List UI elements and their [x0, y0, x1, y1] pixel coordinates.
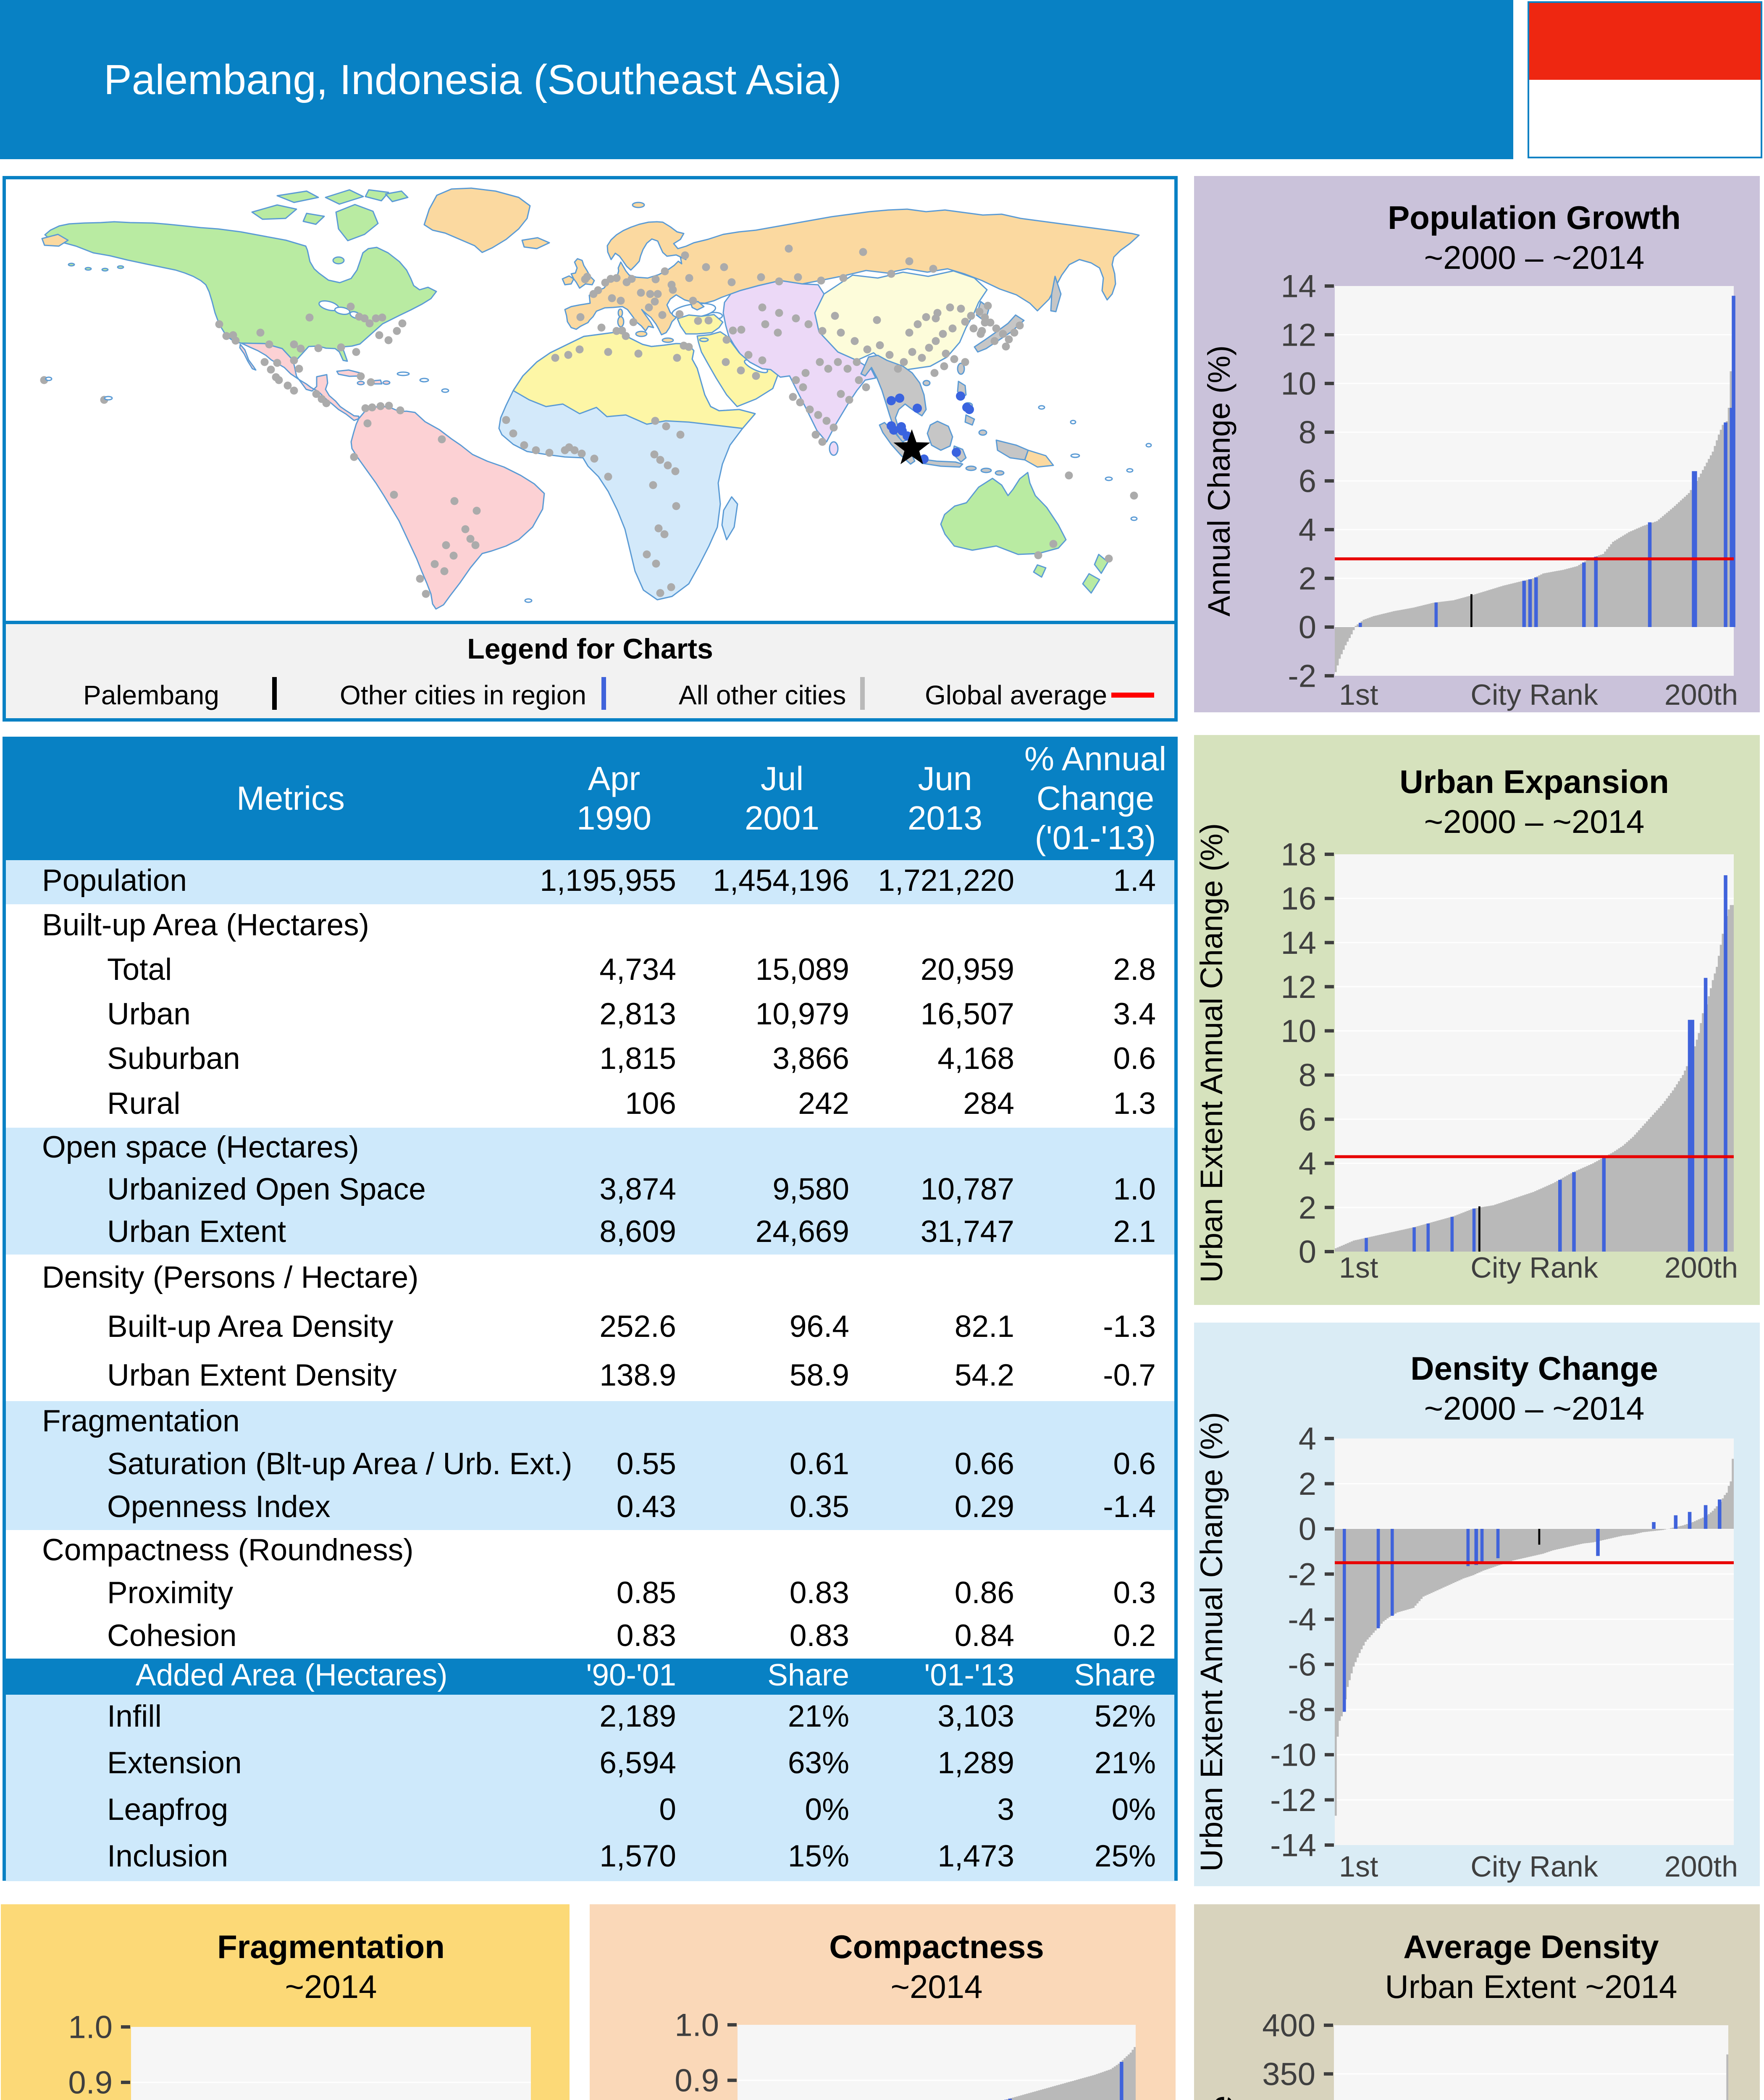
svg-text:-10: -10 [1270, 1738, 1316, 1773]
svg-text:Annual Change (%): Annual Change (%) [1202, 345, 1236, 617]
svg-text:Urban Extent ~2014: Urban Extent ~2014 [1385, 1968, 1677, 2005]
svg-text:Compactness: Compactness [829, 1928, 1044, 1965]
svg-text:400: 400 [1262, 2008, 1315, 2044]
svg-text:~2014: ~2014 [890, 1968, 982, 2005]
svg-text:200th: 200th [1664, 1850, 1738, 1883]
svg-text:0: 0 [1299, 610, 1316, 646]
svg-text:City Rank: City Rank [1470, 678, 1598, 711]
svg-text:Urban Expansion: Urban Expansion [1399, 763, 1669, 800]
svg-text:14: 14 [1281, 269, 1316, 304]
svg-text:4: 4 [1299, 512, 1316, 548]
svg-text:Population Growth: Population Growth [1388, 199, 1681, 236]
svg-text:-2: -2 [1288, 659, 1316, 694]
svg-text:10: 10 [1281, 366, 1316, 402]
svg-text:-14: -14 [1270, 1828, 1316, 1864]
svg-text:~2000 – ~2014: ~2000 – ~2014 [1424, 239, 1645, 276]
svg-text:-2: -2 [1288, 1557, 1316, 1592]
svg-text:Density Change: Density Change [1410, 1350, 1658, 1387]
svg-text:Urban Extent Annual Change (%): Urban Extent Annual Change (%) [1194, 823, 1229, 1283]
svg-text:2: 2 [1299, 1466, 1316, 1502]
svg-text:8: 8 [1299, 415, 1316, 451]
svg-text:1.0: 1.0 [675, 2008, 719, 2043]
svg-text:18: 18 [1281, 837, 1316, 873]
svg-text:~2014: ~2014 [285, 1968, 377, 2005]
svg-text:12: 12 [1281, 318, 1316, 353]
svg-text:1st: 1st [1339, 1850, 1378, 1883]
svg-text:6: 6 [1299, 464, 1316, 499]
svg-text:12: 12 [1281, 969, 1316, 1005]
svg-text:Persons / Hectare: Persons / Hectare [1204, 2095, 1239, 2100]
svg-text:City Rank: City Rank [1470, 1251, 1598, 1284]
svg-text:0: 0 [1299, 1234, 1316, 1270]
svg-text:350: 350 [1262, 2057, 1315, 2092]
svg-text:200th: 200th [1664, 678, 1738, 711]
svg-text:16: 16 [1281, 881, 1316, 917]
svg-text:0.9: 0.9 [68, 2065, 113, 2100]
svg-text:-6: -6 [1288, 1647, 1316, 1683]
svg-text:-12: -12 [1270, 1782, 1316, 1818]
svg-text:1st: 1st [1339, 678, 1378, 711]
svg-text:-4: -4 [1288, 1602, 1316, 1638]
svg-text:1.0: 1.0 [68, 2010, 113, 2045]
svg-text:~2000 – ~2014: ~2000 – ~2014 [1424, 1390, 1645, 1427]
svg-text:0.9: 0.9 [675, 2063, 719, 2099]
svg-text:2: 2 [1299, 1190, 1316, 1226]
svg-text:10: 10 [1281, 1013, 1316, 1049]
svg-text:1st: 1st [1339, 1251, 1378, 1284]
svg-text:~2000 – ~2014: ~2000 – ~2014 [1424, 803, 1645, 840]
svg-text:8: 8 [1299, 1058, 1316, 1093]
svg-text:4: 4 [1299, 1146, 1316, 1181]
svg-text:200th: 200th [1664, 1251, 1738, 1284]
svg-text:Average Density: Average Density [1403, 1928, 1659, 1965]
svg-text:6: 6 [1299, 1102, 1316, 1137]
svg-text:2: 2 [1299, 561, 1316, 597]
svg-text:Fragmentation: Fragmentation [217, 1928, 445, 1965]
svg-text:City Rank: City Rank [1470, 1850, 1598, 1883]
svg-text:0: 0 [1299, 1512, 1316, 1547]
svg-text:-8: -8 [1288, 1692, 1316, 1728]
svg-text:Urban Extent Annual Change (%): Urban Extent Annual Change (%) [1194, 1412, 1229, 1872]
svg-text:14: 14 [1281, 925, 1316, 961]
svg-text:4: 4 [1299, 1421, 1316, 1457]
